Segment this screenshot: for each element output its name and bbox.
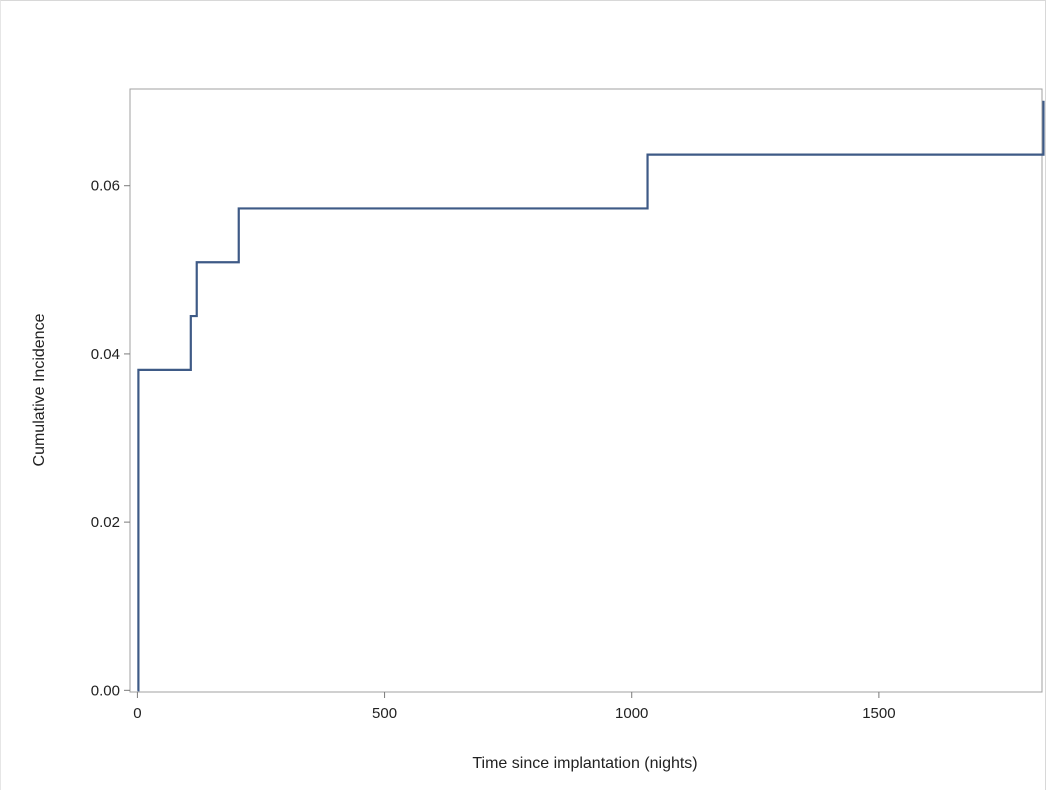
x-axis: 0 500 1000 1500 [133,692,896,722]
y-tick-label: 0.02 [91,514,120,531]
x-axis-title: Time since implantation (nights) [472,755,697,772]
x-tick-label: 0 [133,705,141,722]
y-axis: 0.00 0.02 0.04 0.06 [91,178,130,699]
x-tick-label: 1500 [862,705,895,722]
y-tick-label: 0.00 [91,682,120,699]
series-group [137,100,1045,692]
y-tick-label: 0.06 [91,178,120,195]
x-tick-label: 500 [372,705,397,722]
step-line-series [137,100,1045,692]
plot-area [129,88,1043,693]
y-axis-title: Cumulative Incidence [31,313,48,466]
y-tick-label: 0.04 [91,346,120,363]
x-tick-label: 1000 [615,705,648,722]
